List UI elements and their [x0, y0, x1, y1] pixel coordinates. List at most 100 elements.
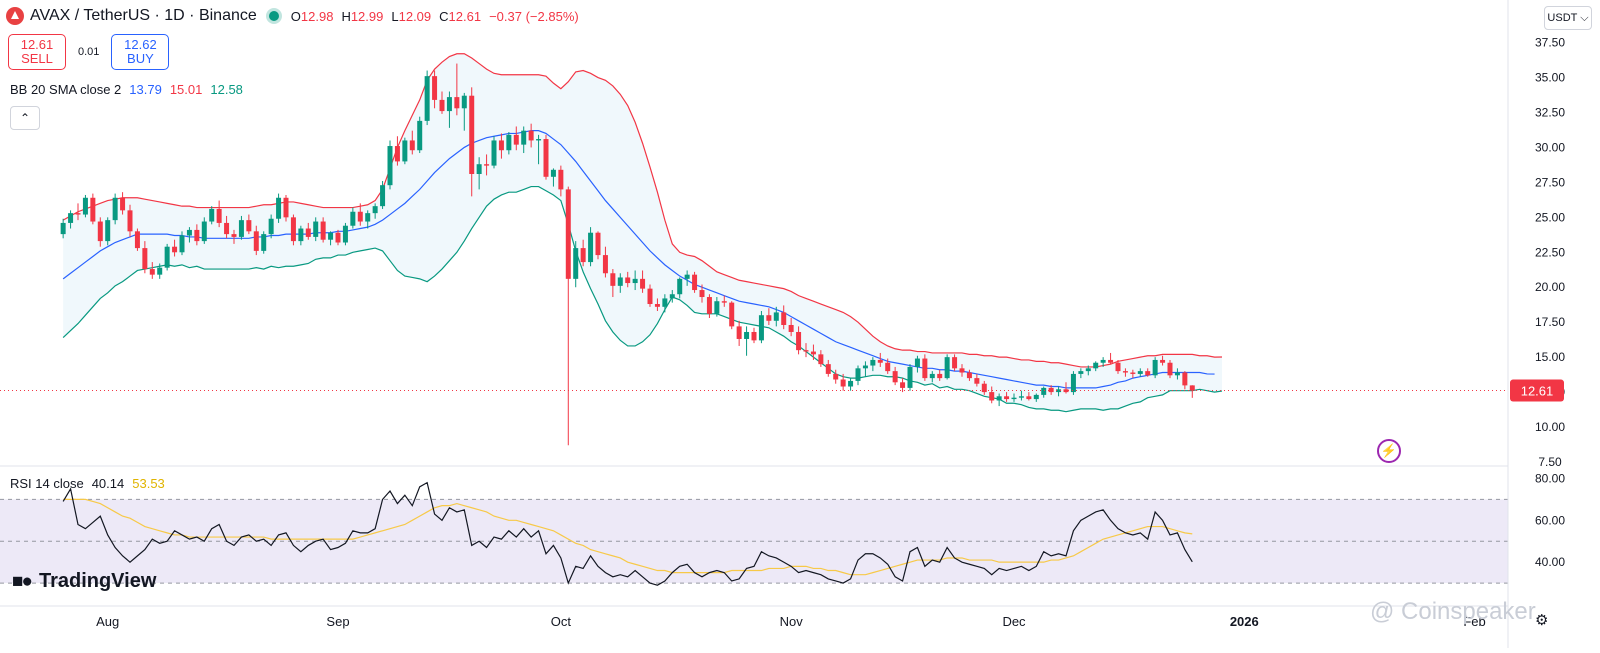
candle-body: [179, 235, 185, 253]
candle-body: [513, 134, 519, 145]
candle-body: [729, 302, 735, 327]
candle-body: [276, 197, 282, 219]
candle-body: [528, 130, 534, 141]
candle-body: [142, 248, 148, 270]
sell-button[interactable]: 12.61 SELL: [8, 34, 66, 70]
price-tick-label: 35.00: [1535, 71, 1565, 85]
candle-body: [1137, 371, 1143, 374]
bb-upper-line: [62, 53, 1223, 368]
candle-body: [387, 146, 393, 186]
candle-body: [736, 326, 742, 339]
collapse-legend-button[interactable]: ⌃: [10, 106, 40, 130]
candle-body: [952, 357, 958, 369]
candle-body: [1189, 385, 1195, 391]
candle-body: [224, 222, 230, 235]
candle-body: [313, 221, 319, 237]
candle-body: [966, 372, 972, 379]
candle-body: [476, 164, 482, 174]
bb-legend[interactable]: BB 20 SMA close 2 13.79 15.01 12.58: [10, 82, 243, 97]
candle-body: [855, 368, 861, 381]
candle-body: [692, 274, 698, 291]
buy-button[interactable]: 12.62 BUY: [111, 34, 170, 70]
candle-body: [654, 304, 660, 307]
currency-selector[interactable]: USDT ⌵: [1544, 6, 1592, 30]
price-tick-label: 22.50: [1535, 245, 1565, 259]
candle-body: [454, 97, 460, 109]
candle-body: [149, 269, 155, 275]
price-tick-label: 32.50: [1535, 105, 1565, 119]
symbol-title[interactable]: AVAX / TetherUS · 1D · Binance: [30, 7, 257, 24]
candle-body: [803, 350, 809, 352]
chevron-down-icon: ⌵: [1580, 12, 1589, 24]
candle-body: [1063, 389, 1069, 393]
candle-body: [870, 359, 876, 366]
candle-body: [75, 213, 81, 215]
price-tick-label: 15.00: [1535, 350, 1565, 364]
candle-body: [1145, 371, 1151, 376]
bb-upper-value: 15.01: [169, 82, 203, 97]
candle-body: [536, 139, 542, 141]
currency-label: USDT: [1547, 12, 1578, 24]
close-label: C: [439, 8, 449, 24]
candle-body: [335, 232, 341, 243]
candle-body: [885, 362, 891, 372]
candle-body: [68, 213, 74, 223]
bollinger-band-fill: [63, 53, 1223, 412]
candle-body: [1018, 396, 1024, 398]
bb-name: BB 20 SMA close 2: [10, 82, 122, 97]
candle-body: [944, 357, 950, 379]
lightning-icon[interactable]: ⚡: [1377, 439, 1401, 463]
candle-body: [1056, 389, 1062, 393]
candle-body: [996, 396, 1002, 401]
candle-body: [350, 211, 356, 226]
spread-value: 0.01: [78, 46, 100, 58]
candle-body: [268, 218, 274, 235]
candle-body: [365, 213, 371, 222]
candle-body: [810, 351, 816, 355]
open-value: 12.98: [300, 8, 334, 24]
candle-body: [981, 383, 987, 393]
last-price-tag-label: 12.61: [1521, 384, 1554, 399]
candle-body: [558, 169, 564, 190]
candle-body: [231, 234, 237, 237]
rsi-legend[interactable]: RSI 14 close 40.14 53.53: [10, 476, 165, 491]
candle-body: [974, 378, 980, 384]
rsi-name: RSI 14 close: [10, 476, 84, 491]
candle-body: [862, 365, 868, 369]
candle-body: [164, 246, 170, 268]
candle-body: [751, 331, 757, 341]
change-value: −0.37 (−2.85%): [489, 8, 579, 24]
candle-body: [469, 95, 475, 174]
price-tick-label: 17.50: [1535, 315, 1565, 329]
candle-body: [840, 379, 846, 387]
time-tick-label: 2026: [1230, 614, 1259, 629]
last-price-tag: [1510, 379, 1564, 402]
candle-body: [1026, 396, 1032, 400]
sell-label: SELL: [21, 51, 53, 66]
avax-logo-icon: [6, 7, 24, 25]
price-tick-label: 7.50: [1538, 455, 1562, 469]
candle-body: [194, 229, 200, 242]
candle-body: [907, 366, 913, 388]
candle-body: [989, 392, 995, 401]
candle-body: [1041, 387, 1047, 395]
price-tick-label: 37.50: [1535, 36, 1565, 50]
candle-body: [588, 232, 594, 263]
candle-body: [773, 312, 779, 321]
tradingview-logo[interactable]: ■● TradingView: [12, 570, 156, 593]
time-tick-label: Sep: [326, 614, 349, 629]
bollinger-bands: [62, 53, 1223, 413]
candle-body: [744, 331, 750, 339]
candle-body: [1078, 371, 1084, 374]
candle-body: [446, 97, 452, 112]
candle-body: [127, 210, 133, 232]
candle-body: [238, 220, 244, 237]
candle-body: [848, 380, 854, 387]
candle-body: [82, 197, 88, 215]
candle-body: [714, 301, 720, 314]
candle-body: [1048, 387, 1054, 393]
gear-icon[interactable]: ⚙: [1535, 612, 1549, 629]
time-tick-label: Feb: [1463, 614, 1485, 629]
